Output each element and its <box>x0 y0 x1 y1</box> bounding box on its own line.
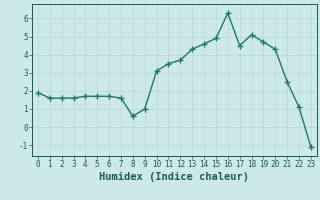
X-axis label: Humidex (Indice chaleur): Humidex (Indice chaleur) <box>100 172 249 182</box>
